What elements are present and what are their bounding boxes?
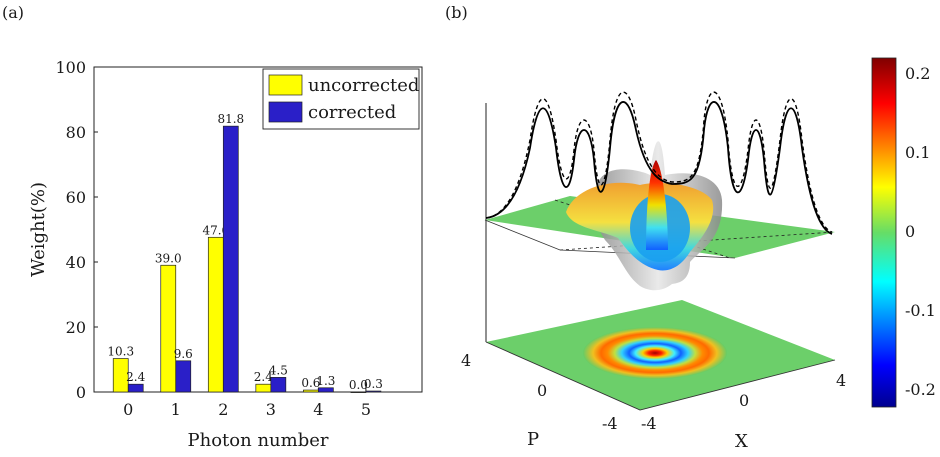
panel-a-label: (a) [2,3,24,22]
colorbar: 0.2 0.1 0 -0.1 -0.2 [871,57,936,408]
colorbar-tick-neg0.1: -0.1 [905,301,936,320]
corrected-bar [222,125,239,393]
uncorrected-bar [207,236,224,393]
x-axis-label: Photon number [188,430,329,451]
uncorrected-bar [303,389,319,393]
uncorrected-value-label: 0.6 [301,376,320,390]
p-tick-4: 4 [461,351,471,370]
y-tick-label: 0 [76,383,86,402]
uncorrected-bar [255,383,272,393]
x-tick-4: 4 [836,371,846,390]
colorbar-gradient [871,57,897,408]
p-tick-0: 0 [537,381,547,400]
colorbar-tick-0.1: 0.1 [905,143,930,162]
legend-label-corrected: corrected [308,102,396,123]
wigner-surface-plot: 4 0 -4 -4 0 4 P X [461,91,846,452]
uncorrected-value-label: 47.6 [202,223,229,237]
corrected-bar [318,387,334,393]
corrected-bar [270,377,287,393]
x-tick-label: 2 [218,400,228,419]
y-tick-label: 40 [66,253,86,272]
x-tick-label: 1 [171,400,181,419]
corrected-value-label: 0.3 [364,377,383,391]
y-tick-label: 100 [55,58,86,77]
p-tick-neg4: -4 [602,414,618,433]
central-peak [646,160,668,250]
lower-plane-edge [485,341,836,411]
colorbar-tick-0: 0 [905,222,915,241]
upper-plane-dashed-edge-1 [559,231,836,251]
p-axis-label: P [527,429,539,450]
x-tick-label: 0 [123,400,133,419]
x-tick-label: 3 [266,400,276,419]
x-axis-label: X [735,431,748,452]
x-tick-neg4: -4 [641,414,657,433]
corrected-value-label: 4.5 [269,363,288,377]
uncorrected-value-label: 10.3 [107,345,134,359]
y-tick-label: 20 [66,318,86,337]
x-tick-label: 4 [313,400,323,419]
legend-label-uncorrected: uncorrected [308,75,419,96]
corrected-value-label: 1.3 [316,374,335,388]
uncorrected-bar [112,358,129,393]
corrected-bar [127,383,144,393]
corrected-value-label: 9.6 [174,347,193,361]
y-tick-label: 80 [66,123,86,142]
x-tick-label: 5 [361,400,371,419]
corrected-bar [365,390,382,393]
x-tick-0: 0 [739,391,749,410]
panel-b-label: (b) [445,3,468,22]
uncorrected-value-label: 39.0 [155,251,182,265]
corrected-bar [175,360,192,393]
marginal-dashed [485,91,833,233]
uncorrected-bar [350,391,367,393]
marginal-solid [485,101,833,235]
y-tick-label: 60 [66,188,86,207]
corrected-value-label: 2.4 [126,370,145,384]
y-axis-label: Weight(%) [28,182,49,277]
legend-swatch-corrected [268,101,303,123]
uncorrected-value-label: 2.4 [254,370,273,384]
legend-swatch-uncorrected [268,74,303,96]
uncorrected-value-label: 0.0 [349,378,368,392]
uncorrected-bar [160,264,177,393]
colorbar-tick-0.2: 0.2 [905,64,930,83]
colorbar-tick-neg0.2: -0.2 [905,380,936,399]
corrected-value-label: 81.8 [217,112,244,126]
lower-ring-pattern [583,327,727,379]
